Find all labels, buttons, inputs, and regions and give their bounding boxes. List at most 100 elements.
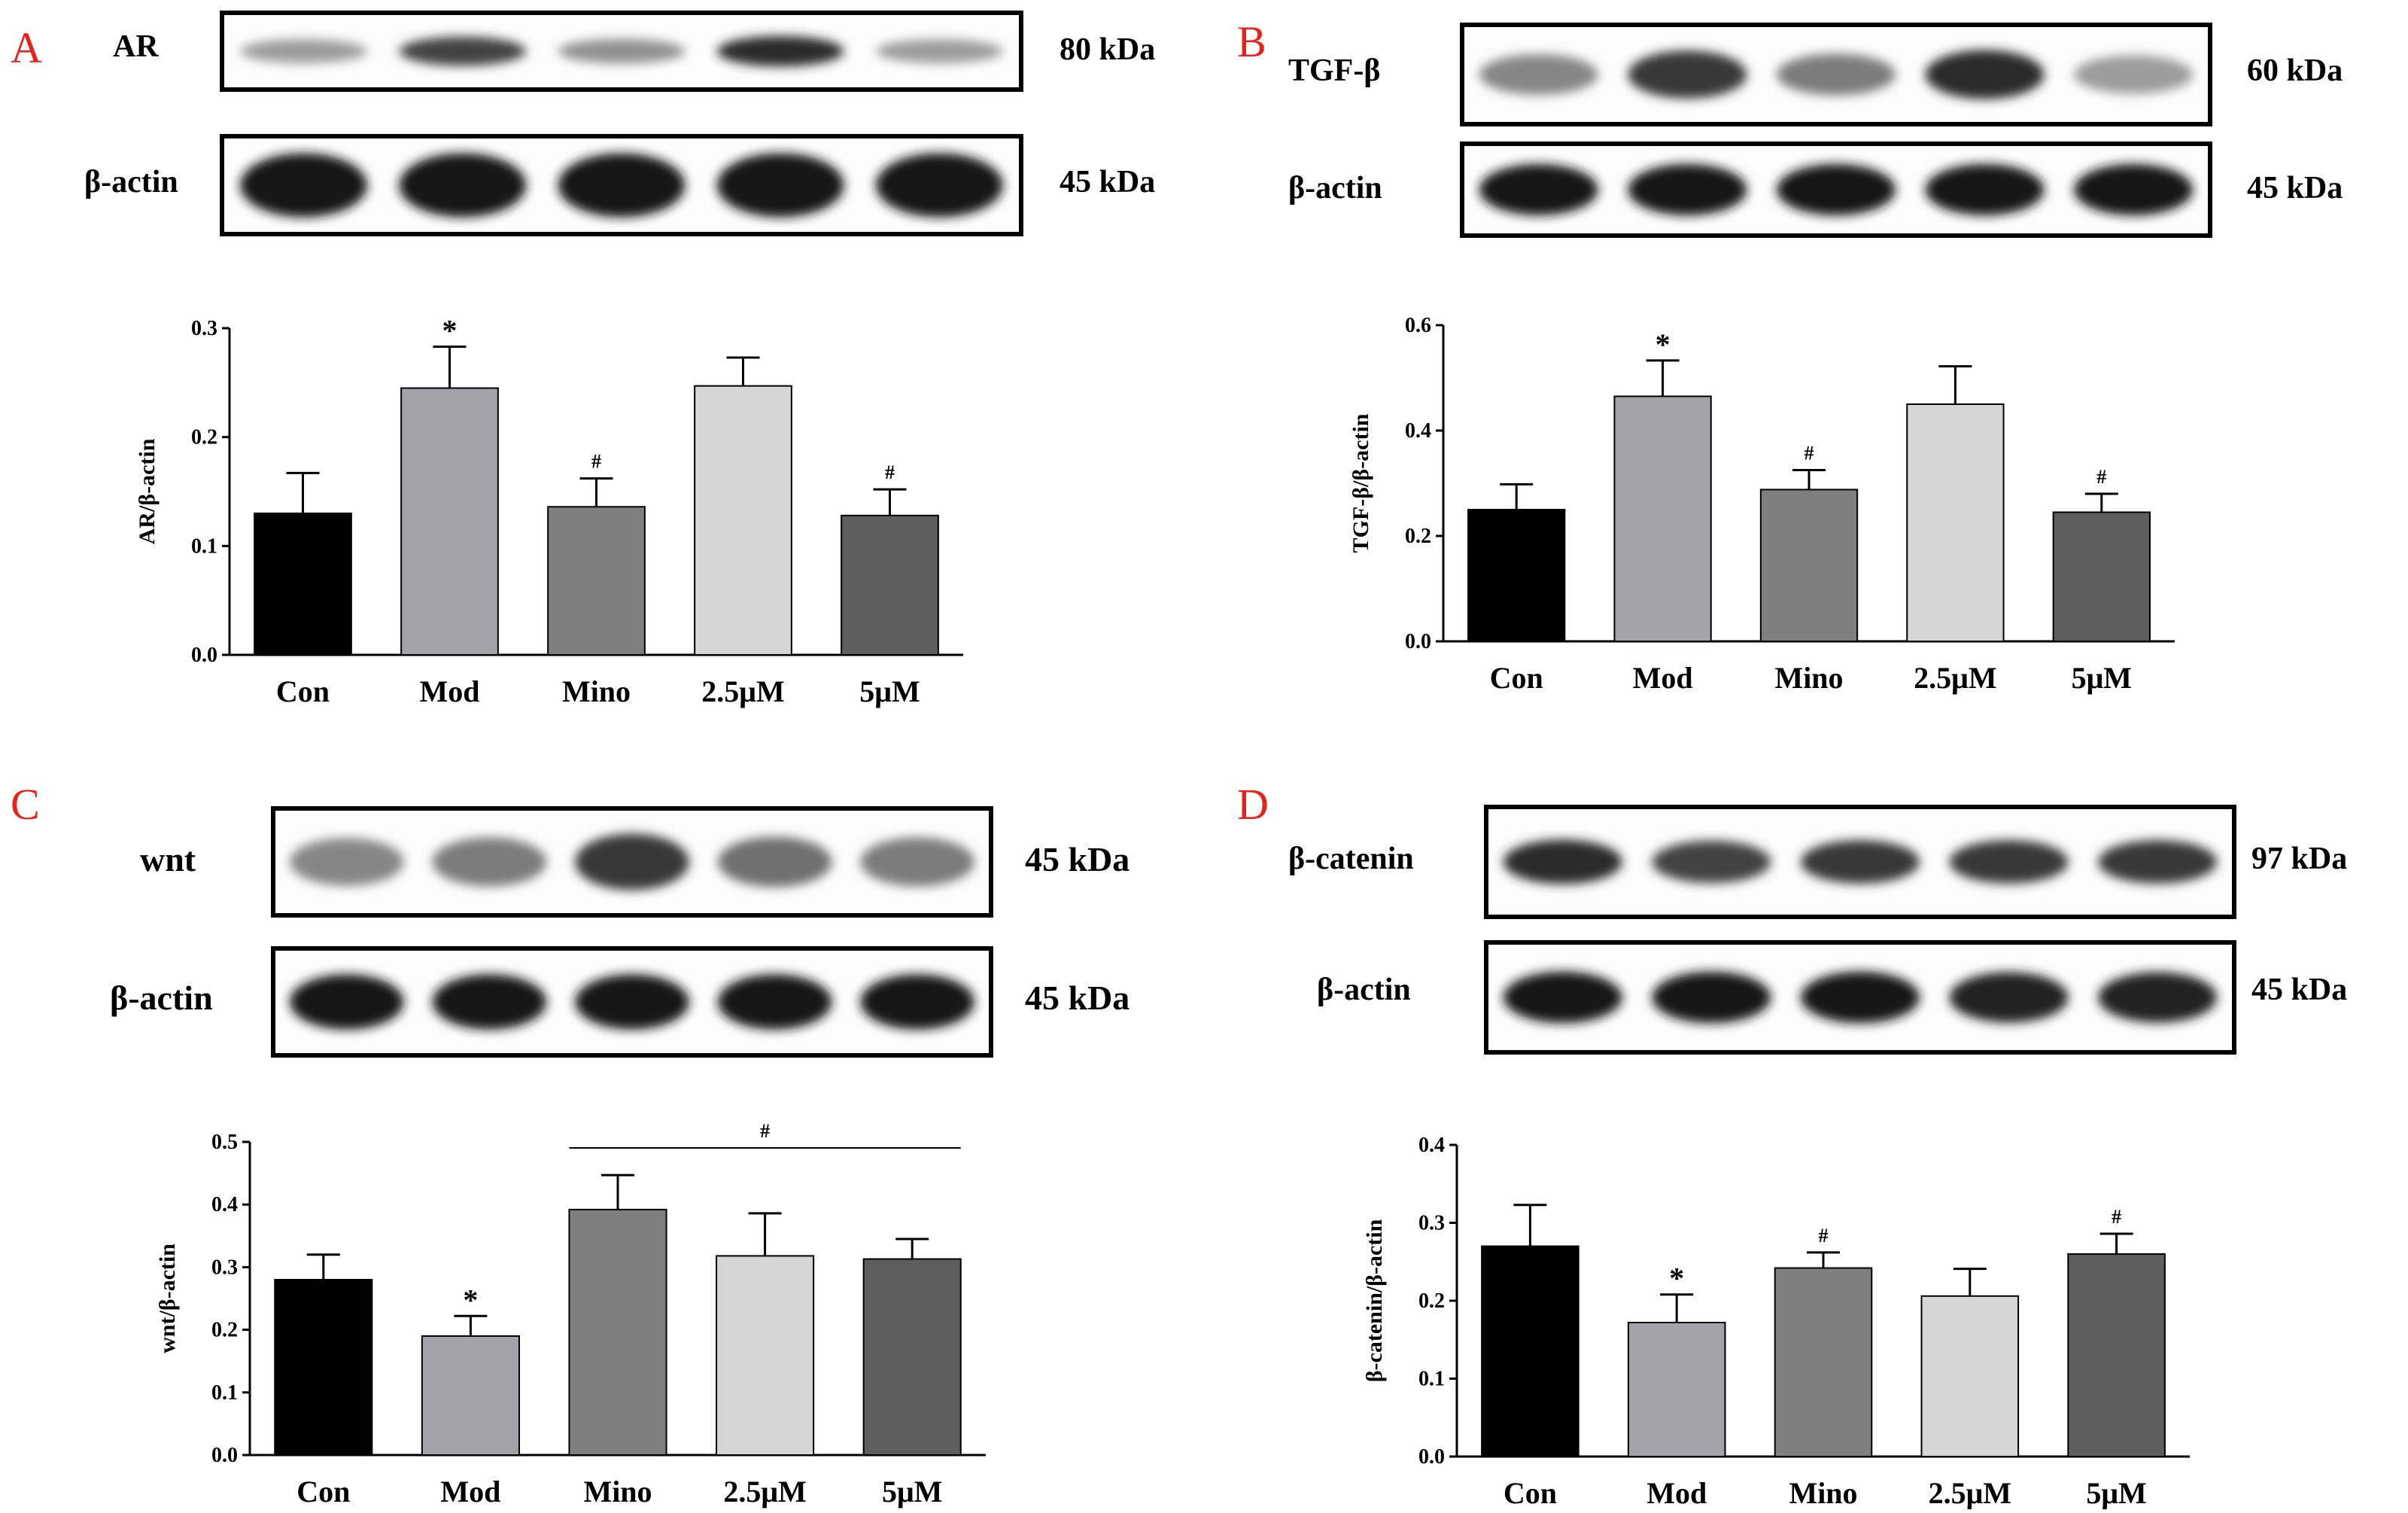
kda-label: 45 kDa: [1025, 979, 1130, 1017]
bar: [421, 1335, 520, 1457]
blot-band: [2098, 840, 2218, 884]
blot-band: [1503, 971, 1622, 1024]
western-blot-strip: [220, 11, 1023, 92]
blot-band: [399, 36, 527, 66]
blot-band: [716, 153, 844, 218]
x-tick-label: Mino: [1774, 661, 1843, 695]
blot-label: β-actin: [84, 165, 178, 199]
blot-band: [575, 833, 689, 890]
blot-band: [240, 39, 368, 63]
x-tick-label: 2.5μM: [723, 1475, 806, 1508]
blot-band: [1652, 840, 1771, 884]
blot-band: [2098, 972, 2218, 1023]
y-tick-label: 0.3: [191, 317, 217, 340]
y-axis-label: AR/β-actin: [135, 438, 160, 544]
blot-label: β-actin: [1288, 171, 1382, 205]
blot-band: [399, 153, 527, 218]
x-tick-label: 5μM: [882, 1475, 942, 1508]
blot-band: [1479, 163, 1598, 216]
western-blot-strip: [1484, 940, 2236, 1055]
y-tick-label: 0.2: [1405, 525, 1431, 548]
bar: [716, 1255, 815, 1456]
western-blot-strip: [1484, 805, 2236, 919]
blot-band: [1949, 972, 2069, 1023]
bar: [1613, 395, 1712, 642]
bar: [254, 512, 352, 656]
bar: [1759, 489, 1859, 642]
blot-band: [1800, 971, 1920, 1024]
kda-label: 80 kDa: [1060, 32, 1156, 67]
blot-band: [1925, 50, 2045, 99]
significance-mark: #: [1819, 1225, 1829, 1247]
panel-a: A AR 80 kDa β-actin 45 kDa 0.0 0.1 0.2 0.3 A…: [0, 0, 1204, 756]
blot-band: [558, 153, 686, 218]
bar: [1627, 1321, 1726, 1458]
y-tick-label: 0.1: [191, 534, 217, 558]
significance-mark: #: [2112, 1206, 2121, 1228]
y-axis-label: β-catenin/β-actin: [1362, 1219, 1387, 1382]
y-axis-label: TGF-β/β-actin: [1348, 413, 1373, 553]
kda-label: 45 kDa: [2247, 171, 2343, 205]
blot-label: AR: [113, 29, 159, 64]
bar: [547, 506, 646, 656]
blot-band: [1925, 163, 2045, 216]
significance-mark: *: [1655, 327, 1671, 361]
blot-label: β-actin: [1317, 973, 1411, 1007]
x-tick-label: Mino: [583, 1475, 652, 1508]
bar: [841, 514, 939, 656]
y-tick-label: 0.2: [1418, 1289, 1445, 1313]
x-tick-label: Mod: [440, 1475, 500, 1508]
significance-mark: #: [591, 451, 601, 473]
x-tick-label: 5μM: [2072, 661, 2132, 695]
x-tick-label: 2.5μM: [1914, 661, 1996, 695]
blot-band: [1949, 840, 2069, 884]
y-tick-label: 0.1: [1418, 1368, 1445, 1391]
kda-label: 60 kDa: [2247, 53, 2343, 88]
kda-label: 97 kDa: [2251, 842, 2348, 876]
kda-label: 45 kDa: [1060, 165, 1156, 199]
bar-chart: 0.0 0.2 0.4 0.6 TGF-β/β-actin Con * Mod # Mino 2.5…: [1332, 301, 2220, 723]
blot-band: [1503, 839, 1622, 884]
panel-letter: A: [11, 23, 42, 72]
bar: [1467, 509, 1566, 642]
blot-band: [432, 837, 547, 887]
blot-band: [717, 974, 832, 1030]
bar: [1481, 1245, 1579, 1458]
panel-letter: B: [1237, 17, 1266, 66]
y-tick-label: 0.3: [1418, 1212, 1445, 1235]
y-tick-label: 0.0: [1418, 1445, 1445, 1469]
kda-label: 45 kDa: [2251, 973, 2348, 1007]
blot-band: [717, 836, 832, 887]
y-tick-label: 0.1: [211, 1381, 238, 1405]
blot-label: β-catenin: [1288, 842, 1414, 876]
significance-mark: #: [760, 1120, 770, 1142]
blot-band: [860, 837, 975, 887]
bar: [274, 1279, 373, 1456]
blot-band: [1776, 53, 1896, 96]
bar: [2067, 1253, 2166, 1457]
bar: [1774, 1267, 1873, 1457]
western-blot-strip: [271, 806, 993, 918]
blot-band: [558, 38, 686, 64]
blot-band: [875, 153, 1003, 218]
x-tick-label: Mod: [1646, 1476, 1707, 1509]
panel-d: D β-catenin 97 kDa β-actin 45 kDa 0.0 0.1…: [1204, 756, 2408, 1513]
y-axis-label: wnt/β-actin: [155, 1244, 180, 1353]
blot-band: [1776, 163, 1896, 216]
significance-mark: #: [2096, 466, 2106, 488]
bar: [568, 1208, 667, 1457]
panel-b: B TGF-β 60 kDa β-actin 45 kDa 0.0 0.2 0.4 0…: [1204, 0, 2408, 756]
bar: [1920, 1295, 2020, 1457]
blot-band: [240, 153, 368, 218]
x-tick-label: Mino: [562, 674, 631, 708]
blot-band: [716, 35, 844, 67]
y-tick-label: 0.4: [211, 1193, 238, 1216]
blot-band: [1652, 971, 1771, 1024]
x-tick-label: 2.5μM: [701, 674, 784, 708]
bar-chart: 0.0 0.1 0.2 0.3 0.4 β-catenin/β-actin Con * Mod #…: [1339, 1125, 2227, 1510]
x-tick-label: 5μM: [2086, 1476, 2146, 1509]
significance-mark: #: [1804, 443, 1814, 464]
x-tick-label: Mod: [1633, 661, 1693, 695]
y-tick-label: 0.2: [191, 426, 217, 449]
y-tick-label: 0.4: [1405, 419, 1431, 443]
